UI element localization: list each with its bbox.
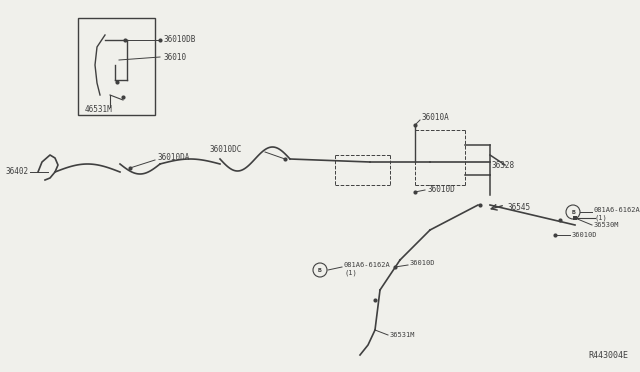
Text: 081A6-6162A: 081A6-6162A [344,262,391,268]
Text: 36545: 36545 [508,202,531,212]
Bar [78,18,155,115]
Text: 36010D: 36010D [410,260,435,266]
Text: 36402: 36402 [5,167,28,176]
Text: (1): (1) [594,215,607,221]
Text: B: B [571,209,575,215]
Text: (1): (1) [344,270,356,276]
Text: 36010DC: 36010DC [210,145,243,154]
Text: 36010D: 36010D [427,186,455,195]
Text: 36010D: 36010D [572,232,598,238]
Text: 36010: 36010 [163,52,186,61]
Text: 36531M: 36531M [390,332,415,338]
Text: R443004E: R443004E [588,351,628,360]
Text: 36010DB: 36010DB [163,35,195,45]
Text: 36530M: 36530M [594,222,620,228]
Text: 46531M: 46531M [85,106,113,115]
Text: 36010A: 36010A [422,113,450,122]
Text: 36328: 36328 [492,160,515,170]
Text: B: B [318,267,322,273]
Text: 36010DA: 36010DA [157,154,189,163]
Text: 081A6-6162A: 081A6-6162A [594,207,640,213]
